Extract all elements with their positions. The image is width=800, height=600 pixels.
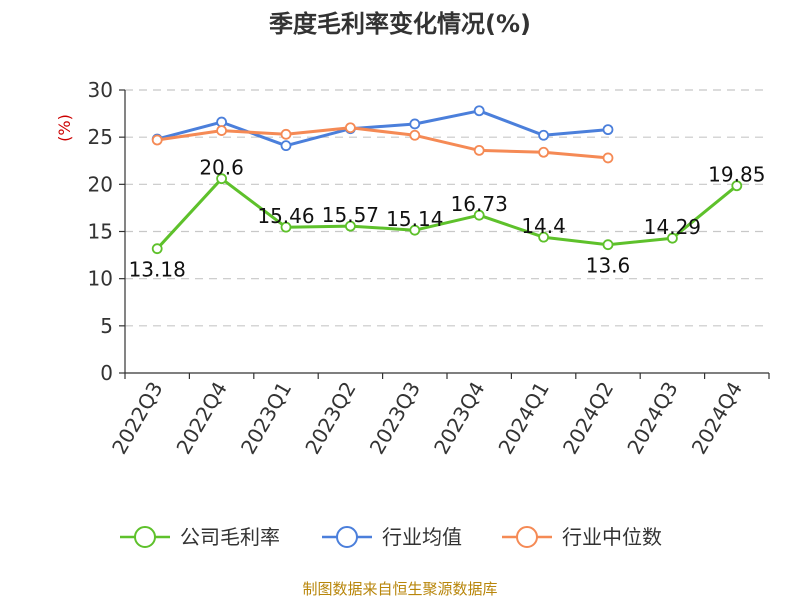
series-line bbox=[156, 177, 738, 250]
data-point bbox=[473, 105, 485, 117]
data-label: 15.46 bbox=[257, 204, 314, 228]
series-line bbox=[156, 126, 609, 160]
data-point bbox=[409, 129, 421, 141]
x-tick-label: 2024Q2 bbox=[558, 378, 618, 459]
data-point bbox=[216, 125, 228, 136]
data-point bbox=[667, 232, 678, 244]
plot-area: 13.18 20.6 15.46 15.57 15.14 16.73 14.4 13.6 14.… bbox=[129, 105, 765, 282]
x-tick-label: 2023Q2 bbox=[300, 378, 360, 459]
data-point bbox=[538, 231, 549, 243]
source-note: 制图数据来自恒生聚源数据库 bbox=[302, 580, 497, 598]
y-tick-label: 5 bbox=[100, 314, 113, 338]
y-tick-label: 20 bbox=[88, 172, 113, 196]
x-tick-label: 2024Q1 bbox=[493, 378, 553, 459]
data-point bbox=[280, 221, 292, 233]
y-axis-label: (%) bbox=[55, 114, 74, 142]
data-point bbox=[344, 220, 356, 232]
y-tick-label: 15 bbox=[88, 220, 113, 244]
data-label: 15.14 bbox=[386, 207, 443, 231]
data-point bbox=[280, 140, 292, 152]
data-point bbox=[151, 243, 163, 255]
data-point bbox=[280, 128, 292, 140]
data-point bbox=[409, 118, 421, 130]
x-tick-label: 2024Q3 bbox=[622, 378, 682, 459]
legend-label: 行业中位数 bbox=[562, 525, 662, 549]
series-0 bbox=[151, 173, 743, 255]
series-2 bbox=[151, 122, 614, 164]
data-label: 13.18 bbox=[129, 258, 186, 282]
data-label: 20.6 bbox=[199, 156, 244, 180]
data-point bbox=[151, 134, 163, 146]
data-point bbox=[344, 122, 356, 134]
legend-marker bbox=[336, 526, 358, 548]
data-point bbox=[602, 152, 614, 164]
y-tick-label: 0 bbox=[100, 361, 113, 385]
x-tick-label: 2022Q4 bbox=[171, 378, 231, 459]
data-point bbox=[602, 124, 614, 136]
legend-marker bbox=[516, 526, 538, 548]
y-tick-label: 25 bbox=[88, 125, 113, 149]
data-point bbox=[216, 173, 228, 185]
series-line bbox=[156, 109, 609, 148]
legend[interactable]: 公司毛利率 行业均值 行业中位数 bbox=[120, 525, 662, 549]
legend-item[interactable]: 行业中位数 bbox=[502, 525, 662, 549]
data-label: 16.73 bbox=[451, 192, 508, 216]
data-label: 13.6 bbox=[586, 254, 631, 278]
grid-lines bbox=[125, 89, 769, 327]
data-point bbox=[602, 239, 614, 251]
data-point bbox=[538, 129, 549, 141]
x-tick-label: 2024Q4 bbox=[687, 378, 747, 459]
x-tick-label: 2023Q3 bbox=[365, 378, 425, 459]
y-tick-label: 30 bbox=[88, 78, 113, 102]
data-label: 14.29 bbox=[644, 215, 701, 239]
x-tick-label: 2022Q3 bbox=[107, 378, 167, 459]
legend-item[interactable]: 行业均值 bbox=[322, 525, 462, 549]
data-label: 19.85 bbox=[708, 163, 765, 187]
y-tick-label: 10 bbox=[88, 267, 113, 291]
data-label: 15.57 bbox=[322, 203, 379, 227]
data-label: 14.4 bbox=[521, 214, 566, 238]
data-point bbox=[473, 144, 485, 156]
data-point bbox=[538, 146, 549, 158]
x-tick-label: 2023Q1 bbox=[236, 378, 296, 459]
legend-item[interactable]: 公司毛利率 bbox=[120, 525, 280, 549]
data-point bbox=[731, 180, 743, 192]
data-point bbox=[473, 209, 485, 221]
chart-title: 季度毛利率变化情况(%) bbox=[269, 10, 531, 38]
data-point bbox=[409, 224, 421, 236]
legend-label: 公司毛利率 bbox=[180, 525, 280, 549]
legend-label: 行业均值 bbox=[382, 525, 462, 549]
x-tick-label: 2023Q4 bbox=[429, 378, 489, 459]
legend-marker bbox=[134, 526, 156, 548]
